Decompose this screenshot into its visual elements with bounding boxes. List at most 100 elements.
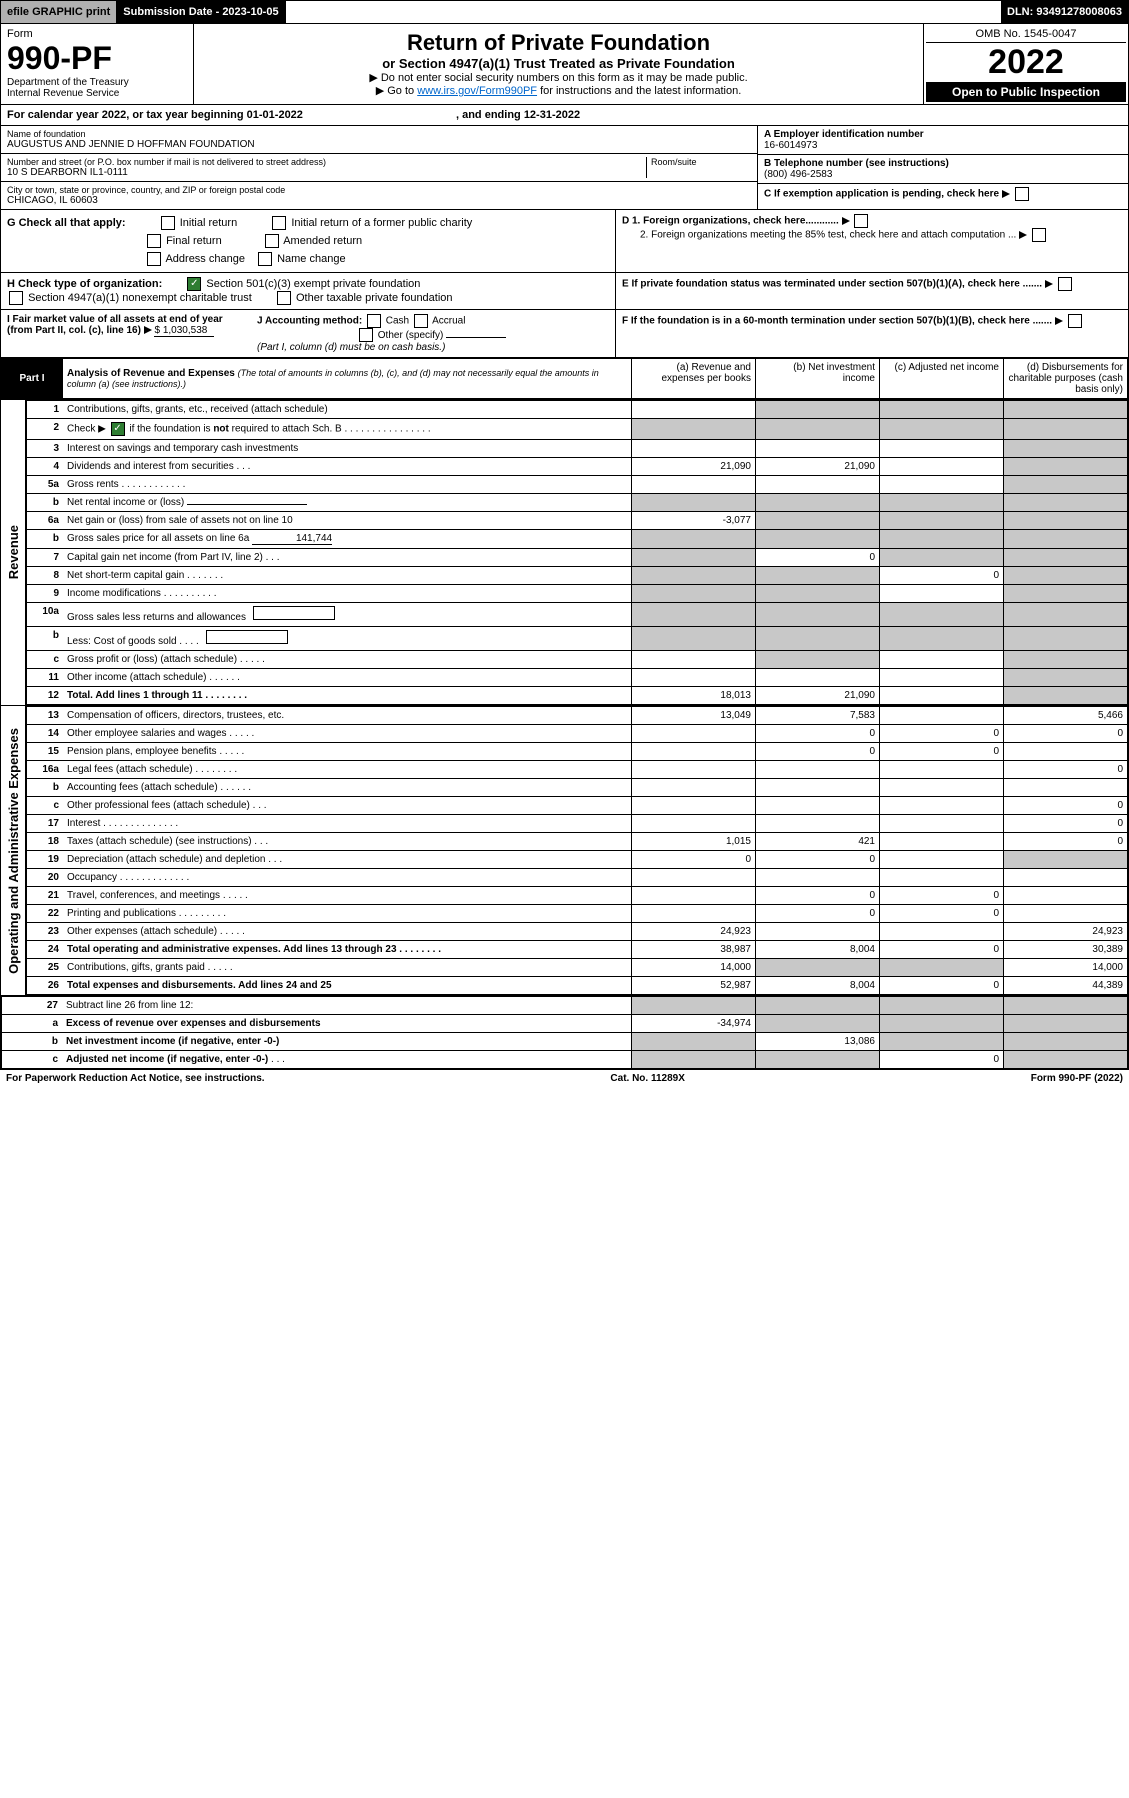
val-4b: 21,090 bbox=[756, 458, 880, 476]
d1-checkbox[interactable] bbox=[854, 214, 868, 228]
header-right: OMB No. 1545-0047 2022 Open to Public In… bbox=[923, 24, 1128, 104]
val-16cd: 0 bbox=[1004, 797, 1128, 815]
room-label: Room/suite bbox=[651, 157, 751, 167]
val-21c: 0 bbox=[880, 887, 1004, 905]
val-27b: 13,086 bbox=[756, 1033, 880, 1051]
val-18d: 0 bbox=[1004, 833, 1128, 851]
arrow-icon bbox=[1045, 280, 1053, 288]
dept-label: Department of the Treasury bbox=[7, 77, 187, 88]
line-16a: Legal fees (attach schedule) bbox=[67, 764, 193, 775]
line-16b: Accounting fees (attach schedule) bbox=[67, 782, 218, 793]
line-2-text: if the foundation is not required to att… bbox=[127, 424, 431, 435]
val-26a: 52,987 bbox=[632, 977, 756, 995]
line-27a: Excess of revenue over expenses and disb… bbox=[62, 1015, 632, 1033]
line-8: Net short-term capital gain bbox=[67, 570, 184, 581]
line-12: Total. Add lines 1 through 11 bbox=[67, 690, 203, 701]
val-6b: 141,744 bbox=[252, 533, 332, 545]
line-25: Contributions, gifts, grants paid bbox=[67, 962, 205, 973]
j-other-checkbox[interactable] bbox=[359, 328, 373, 342]
val-26b: 8,004 bbox=[756, 977, 880, 995]
initial-checkbox[interactable] bbox=[161, 216, 175, 230]
val-23d: 24,923 bbox=[1004, 923, 1128, 941]
val-27c: 0 bbox=[880, 1051, 1004, 1069]
col-a-header: (a) Revenue and expenses per books bbox=[632, 359, 756, 399]
val-12b: 21,090 bbox=[756, 687, 880, 705]
phone-value: (800) 496-2583 bbox=[764, 169, 1122, 180]
val-26c: 0 bbox=[880, 977, 1004, 995]
val-18a: 1,015 bbox=[632, 833, 756, 851]
val-25a: 14,000 bbox=[632, 959, 756, 977]
j-accrual-checkbox[interactable] bbox=[414, 314, 428, 328]
f-label: F If the foundation is in a 60-month ter… bbox=[622, 316, 1052, 327]
footer-right: Form 990-PF (2022) bbox=[1031, 1073, 1123, 1084]
line-21: Travel, conferences, and meetings bbox=[67, 890, 220, 901]
val-4a: 21,090 bbox=[632, 458, 756, 476]
g-address: Address change bbox=[165, 253, 245, 265]
val-15c: 0 bbox=[880, 743, 1004, 761]
h-label: H Check type of organization: bbox=[7, 278, 162, 290]
initial-former-checkbox[interactable] bbox=[272, 216, 286, 230]
inspection-label: Open to Public Inspection bbox=[926, 82, 1126, 102]
g-d-section: G Check all that apply: Initial return I… bbox=[0, 210, 1129, 273]
line-23: Other expenses (attach schedule) bbox=[67, 926, 217, 937]
line-10b-box bbox=[206, 630, 288, 644]
amended-checkbox[interactable] bbox=[265, 234, 279, 248]
ein-value: 16-6014973 bbox=[764, 140, 1122, 151]
h-other-checkbox[interactable] bbox=[277, 291, 291, 305]
val-13a: 13,049 bbox=[632, 707, 756, 725]
arrow-icon bbox=[1019, 231, 1027, 239]
line-26: Total expenses and disbursements. Add li… bbox=[63, 977, 632, 995]
h-4947-checkbox[interactable] bbox=[9, 291, 23, 305]
val-23a: 24,923 bbox=[632, 923, 756, 941]
form-number: 990-PF bbox=[7, 40, 187, 77]
line-24: Total operating and administrative expen… bbox=[67, 944, 397, 955]
line-18: Taxes (attach schedule) (see instruction… bbox=[67, 836, 252, 847]
address-checkbox[interactable] bbox=[147, 252, 161, 266]
line-4: Dividends and interest from securities bbox=[67, 461, 234, 472]
line2-checkbox[interactable] bbox=[111, 422, 125, 436]
val-16ad: 0 bbox=[1004, 761, 1128, 779]
line-20: Occupancy bbox=[67, 872, 117, 883]
omb-number: OMB No. 1545-0047 bbox=[926, 26, 1126, 43]
j-cash-checkbox[interactable] bbox=[367, 314, 381, 328]
c-checkbox[interactable] bbox=[1015, 187, 1029, 201]
name-change-checkbox[interactable] bbox=[258, 252, 272, 266]
val-13b: 7,583 bbox=[756, 707, 880, 725]
d2-label: 2. Foreign organizations meeting the 85%… bbox=[640, 230, 1016, 241]
line-17: Interest bbox=[67, 818, 100, 829]
line-5a: Gross rents bbox=[67, 479, 119, 490]
final-checkbox[interactable] bbox=[147, 234, 161, 248]
ein-label: A Employer identification number bbox=[764, 129, 1122, 140]
val-14c: 0 bbox=[880, 725, 1004, 743]
val-7b: 0 bbox=[756, 549, 880, 567]
line-27: Subtract line 26 from line 12: bbox=[62, 997, 632, 1015]
arrow-icon bbox=[1055, 317, 1063, 325]
val-17d: 0 bbox=[1004, 815, 1128, 833]
val-18b: 421 bbox=[756, 833, 880, 851]
e-checkbox[interactable] bbox=[1058, 277, 1072, 291]
line-6b: Gross sales price for all assets on line… bbox=[67, 533, 249, 544]
line-10b: Less: Cost of goods sold bbox=[67, 636, 177, 647]
g-name: Name change bbox=[277, 253, 346, 265]
form-subtitle: or Section 4947(a)(1) Trust Treated as P… bbox=[200, 56, 917, 71]
foundation-info: Name of foundation AUGUSTUS AND JENNIE D… bbox=[0, 126, 1129, 210]
expenses-side-label: Operating and Administrative Expenses bbox=[4, 724, 23, 978]
col-d-header: (d) Disbursements for charitable purpose… bbox=[1004, 359, 1128, 399]
arrow-icon bbox=[1002, 190, 1010, 198]
val-12a: 18,013 bbox=[632, 687, 756, 705]
line-19: Depreciation (attach schedule) and deple… bbox=[67, 854, 265, 865]
address-value: 10 S DEARBORN IL1-0111 bbox=[7, 167, 646, 178]
expenses-section: Operating and Administrative Expenses 13… bbox=[0, 706, 1129, 996]
top-bar: efile GRAPHIC print Submission Date - 20… bbox=[0, 0, 1129, 24]
calendar-year-row: For calendar year 2022, or tax year begi… bbox=[0, 105, 1129, 126]
addr-label: Number and street (or P.O. box number if… bbox=[7, 157, 646, 167]
f-checkbox[interactable] bbox=[1068, 314, 1082, 328]
h-501c3-checkbox[interactable] bbox=[187, 277, 201, 291]
form-link[interactable]: www.irs.gov/Form990PF bbox=[417, 85, 537, 97]
val-25d: 14,000 bbox=[1004, 959, 1128, 977]
val-24d: 30,389 bbox=[1004, 941, 1128, 959]
d2-checkbox[interactable] bbox=[1032, 228, 1046, 242]
col-c-header: (c) Adjusted net income bbox=[880, 359, 1004, 399]
arrow-icon bbox=[842, 217, 850, 225]
city-value: CHICAGO, IL 60603 bbox=[7, 195, 751, 206]
